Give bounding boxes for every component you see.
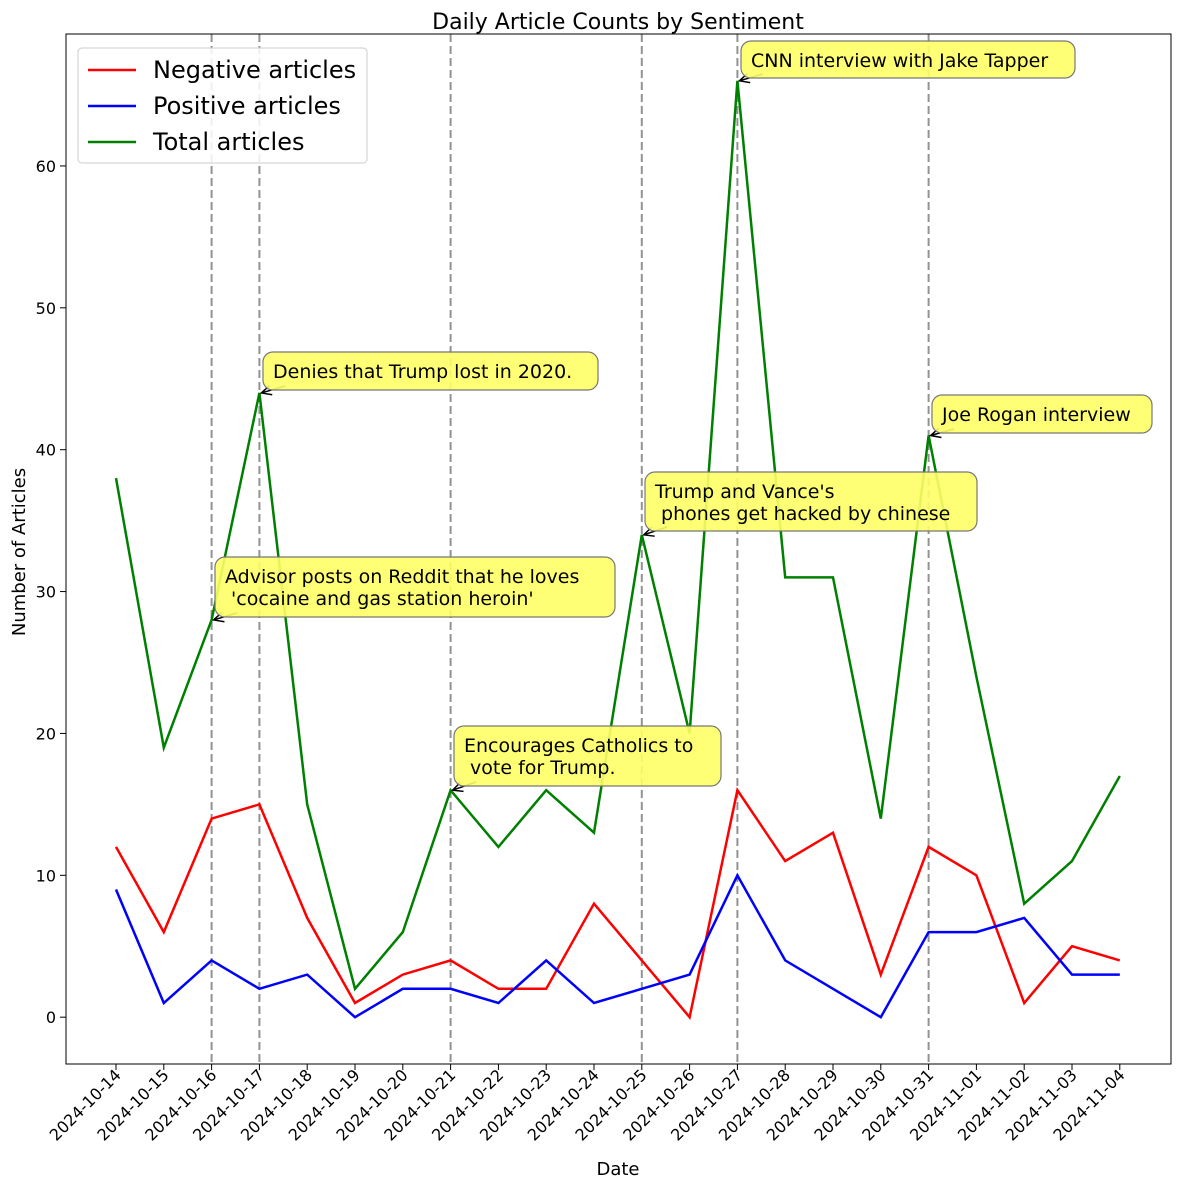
- annotation-line: Denies that Trump lost in 2020.: [273, 361, 572, 383]
- chart-title: Daily Article Counts by Sentiment: [432, 10, 804, 35]
- annotation-line: Trump and Vance's: [654, 481, 835, 503]
- annotation: Encourages Catholics to vote for Trump.: [450, 725, 722, 793]
- x-axis-label: Date: [596, 1159, 639, 1180]
- legend-entry: Negative articles: [153, 56, 356, 84]
- y-tick-label: 0: [46, 1008, 56, 1027]
- annotation: CNN interview with Jake Tapper: [737, 40, 1076, 84]
- plot-area: 01020304050602024-10-142024-10-152024-10…: [36, 33, 1172, 1145]
- annotation-line: Joe Rogan interview: [941, 404, 1131, 426]
- series-line-positive-articles: [114, 872, 1120, 1019]
- y-tick-label: 30: [36, 583, 56, 602]
- annotation-line: CNN interview with Jake Tapper: [751, 50, 1048, 72]
- legend-entry: Positive articles: [153, 92, 341, 120]
- series-line-negative-articles: [114, 787, 1121, 1020]
- annotation-box: [740, 40, 1076, 79]
- y-tick-label: 50: [36, 299, 56, 318]
- annotation-line: 'cocaine and gas station heroin': [225, 588, 534, 610]
- annotation: Trump and Vance's phones get hacked by c…: [642, 471, 978, 537]
- legend-entry: Total articles: [152, 128, 304, 156]
- series-line-total-articles: [114, 80, 1121, 992]
- plot-frame: [65, 33, 1172, 1065]
- annotation-text: Encourages Catholics to vote for Trump.: [464, 735, 693, 779]
- annotation-line: Encourages Catholics to: [464, 735, 693, 757]
- annotation: Denies that Trump lost in 2020.: [259, 351, 599, 396]
- annotation-box: [214, 556, 616, 618]
- annotation-box: [931, 394, 1153, 434]
- annotation: Joe Rogan interview: [928, 394, 1153, 439]
- annotation-line: Advisor posts on Reddit that he loves: [225, 566, 579, 588]
- annotation-box: [453, 725, 722, 787]
- annotation: Advisor posts on Reddit that he loves 'c…: [211, 556, 616, 623]
- legend: Negative articles Positive articles Total …: [77, 47, 368, 164]
- y-tick-label: 10: [36, 866, 56, 885]
- y-tick-label: 40: [36, 441, 56, 460]
- y-axis-label: Number of Articles: [9, 468, 30, 636]
- legend-box: [77, 47, 368, 164]
- annotation-text: Advisor posts on Reddit that he loves 'c…: [225, 566, 579, 610]
- annotation-text: CNN interview with Jake Tapper: [751, 50, 1048, 72]
- annotation-text: Joe Rogan interview: [941, 404, 1131, 426]
- annotation-text: Denies that Trump lost in 2020.: [273, 361, 572, 383]
- annotation-text: Trump and Vance's phones get hacked by c…: [654, 481, 950, 525]
- annotation-arrow-head: [450, 781, 464, 793]
- annotation-box: [262, 351, 599, 391]
- y-tick-label: 20: [36, 724, 56, 743]
- y-tick-label: 60: [36, 157, 56, 176]
- annotation-line: vote for Trump.: [464, 757, 616, 779]
- annotation-line: phones get hacked by chinese: [655, 503, 950, 525]
- annotation-box: [644, 471, 978, 532]
